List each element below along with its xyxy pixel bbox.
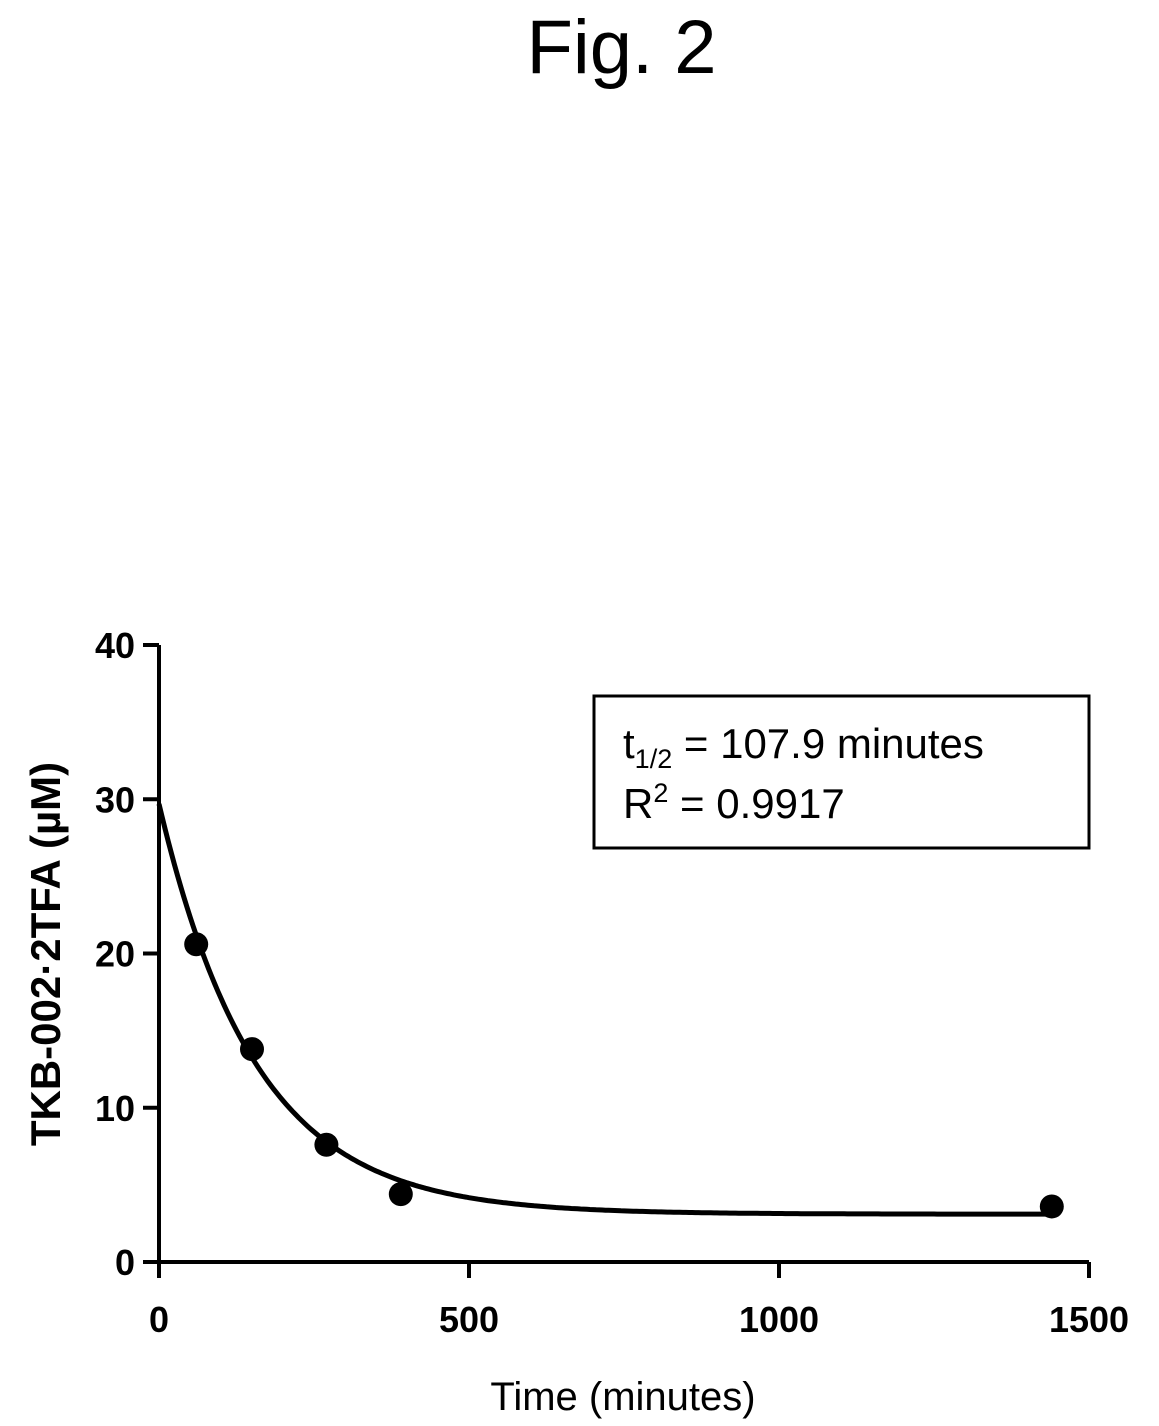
- y-tick-label: 30: [95, 779, 135, 820]
- fit-curve: [156, 803, 1052, 1217]
- figure-title: Fig. 2: [526, 5, 717, 90]
- x-axis-title: Time (minutes): [490, 1375, 755, 1419]
- half-life-subscript: 1/2: [635, 744, 673, 774]
- data-point: [1039, 1194, 1064, 1219]
- x-tick-label: 1000: [739, 1299, 819, 1340]
- half-life-annotation: t1/2 = 107.9 minutes: [623, 720, 984, 774]
- data-point: [240, 1037, 264, 1062]
- annotation-frame: [592, 694, 1091, 850]
- y-tick-label: 0: [115, 1242, 135, 1283]
- half-life-value: = 107.9 minutes: [672, 720, 984, 767]
- x-tick-label: 500: [439, 1299, 499, 1340]
- r-squared-superscript: 2: [653, 778, 668, 808]
- stats-annotation-box: t1/2 = 107.9 minutes R2 = 0.9917: [592, 694, 1091, 850]
- y-tick-label: 40: [95, 625, 135, 666]
- x-axis-ticks: 0 500 1000 1500: [149, 1262, 1129, 1340]
- x-tick-label: 1500: [1049, 1299, 1129, 1340]
- half-life-symbol: t: [623, 720, 635, 767]
- y-tick-label: 10: [95, 1088, 135, 1129]
- r-squared-symbol: R: [623, 780, 653, 827]
- x-tick-label: 0: [149, 1299, 169, 1340]
- r-squared-annotation: R2 = 0.9917: [623, 778, 845, 827]
- y-axis-ticks: 0 10 20 30 40: [95, 625, 159, 1283]
- data-point: [314, 1132, 339, 1157]
- data-point: [388, 1182, 413, 1207]
- data-points: [184, 932, 1064, 1219]
- y-tick-label: 20: [95, 934, 135, 975]
- fit-curve-group: [156, 803, 1052, 1217]
- r-squared-value: = 0.9917: [668, 780, 844, 827]
- y-axis-title: TKB-002·2TFA (µM): [22, 762, 69, 1146]
- data-point: [184, 932, 209, 957]
